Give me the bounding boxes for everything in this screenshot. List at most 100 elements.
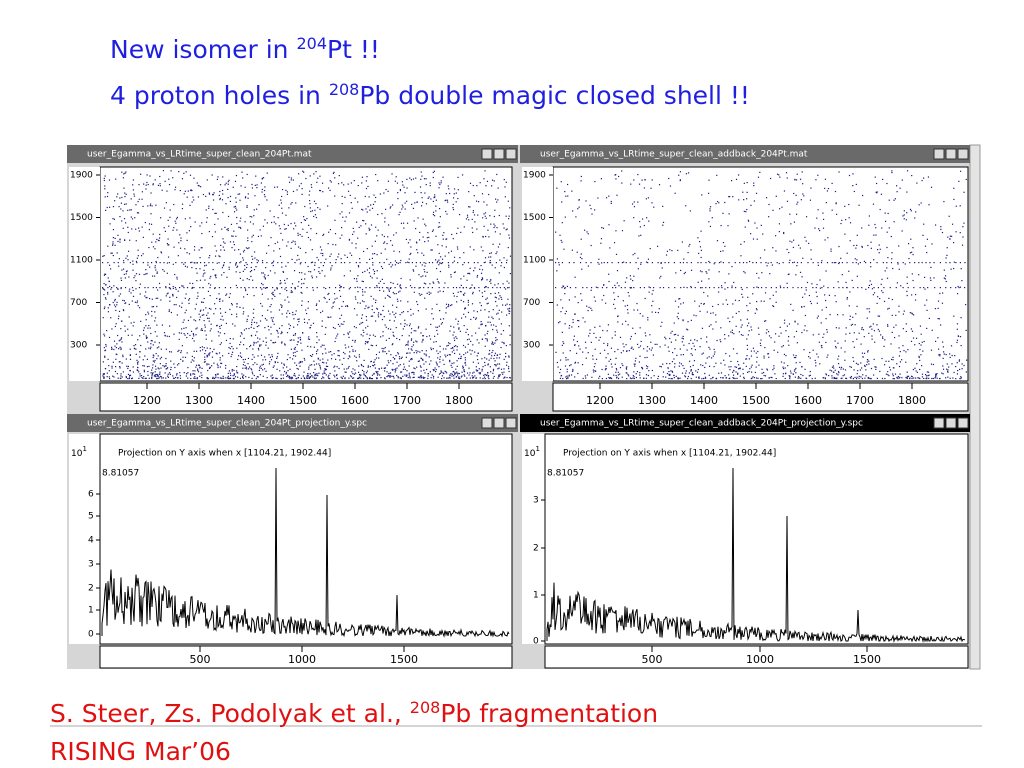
dot — [748, 330, 750, 332]
dot — [939, 355, 941, 357]
dot — [881, 278, 883, 280]
dot — [178, 349, 180, 351]
dot — [224, 184, 226, 186]
dot — [644, 179, 646, 181]
dot — [690, 369, 692, 371]
dot — [436, 326, 439, 328]
dot — [496, 305, 498, 307]
dot — [678, 174, 680, 176]
dot — [743, 377, 745, 380]
dot — [921, 341, 923, 343]
dot — [355, 278, 358, 280]
dot — [331, 354, 333, 356]
dot — [718, 372, 720, 374]
dot — [953, 261, 955, 263]
dot — [495, 198, 497, 200]
dot — [867, 244, 869, 247]
dot — [937, 300, 940, 302]
dot — [362, 209, 364, 211]
dot — [176, 374, 178, 376]
dot — [506, 280, 508, 282]
dot — [278, 309, 281, 311]
dot — [283, 223, 285, 226]
dot — [180, 332, 182, 334]
dot — [572, 368, 574, 371]
dot — [809, 374, 811, 376]
dot — [828, 294, 830, 296]
dot — [230, 374, 232, 377]
dot — [482, 377, 484, 380]
window-button[interactable] — [945, 148, 957, 160]
dot — [176, 364, 179, 366]
dot — [827, 237, 829, 239]
dot — [314, 214, 317, 216]
dot — [403, 186, 405, 188]
dot — [619, 373, 621, 375]
dot — [400, 357, 402, 360]
dot — [481, 370, 483, 372]
dot — [757, 350, 759, 353]
dot — [775, 250, 777, 252]
dot — [261, 178, 263, 180]
dot — [738, 174, 740, 176]
dot — [369, 209, 371, 211]
dot — [792, 309, 794, 311]
dot — [965, 371, 967, 373]
dot — [113, 304, 116, 306]
dot — [730, 366, 732, 368]
dot — [381, 318, 384, 321]
dot — [333, 301, 335, 303]
dot — [115, 309, 117, 312]
dot — [175, 218, 178, 220]
dot — [475, 366, 477, 368]
dot — [258, 325, 260, 327]
dot — [242, 279, 244, 281]
dot — [163, 366, 165, 368]
dot — [662, 371, 665, 373]
dot — [919, 348, 921, 351]
dot — [882, 337, 884, 340]
dot — [173, 377, 175, 380]
dot — [445, 210, 447, 213]
dot — [242, 367, 244, 369]
window-button[interactable] — [957, 148, 969, 160]
window-button[interactable] — [481, 148, 493, 160]
dot — [379, 280, 382, 282]
dot — [563, 248, 565, 250]
dot — [189, 174, 192, 176]
dot — [763, 357, 765, 359]
dot — [417, 360, 419, 363]
dot — [294, 313, 296, 315]
dot — [297, 341, 299, 343]
dot — [214, 275, 217, 277]
dot — [824, 239, 826, 241]
dot — [574, 361, 577, 363]
dot — [239, 335, 242, 337]
window-button[interactable] — [505, 148, 517, 160]
dot — [316, 331, 318, 334]
dot — [321, 361, 324, 363]
dot — [833, 262, 835, 264]
dot — [643, 377, 645, 379]
dot — [188, 299, 190, 301]
dot — [295, 364, 298, 366]
dot — [321, 270, 323, 272]
window-button[interactable] — [493, 148, 505, 160]
dot — [392, 334, 394, 336]
dot — [954, 355, 956, 357]
dot — [845, 377, 848, 380]
dot — [176, 278, 178, 280]
dot — [484, 261, 486, 263]
dot — [795, 274, 797, 276]
x-tick-label: 1500 — [742, 394, 770, 407]
dot — [108, 179, 111, 181]
dot — [296, 367, 298, 370]
dot — [464, 357, 466, 359]
dot — [677, 306, 680, 308]
dot — [385, 188, 387, 191]
dot — [901, 230, 903, 232]
window-button[interactable] — [933, 148, 945, 160]
dot — [310, 210, 312, 213]
dot — [159, 287, 161, 289]
dot — [934, 377, 936, 379]
